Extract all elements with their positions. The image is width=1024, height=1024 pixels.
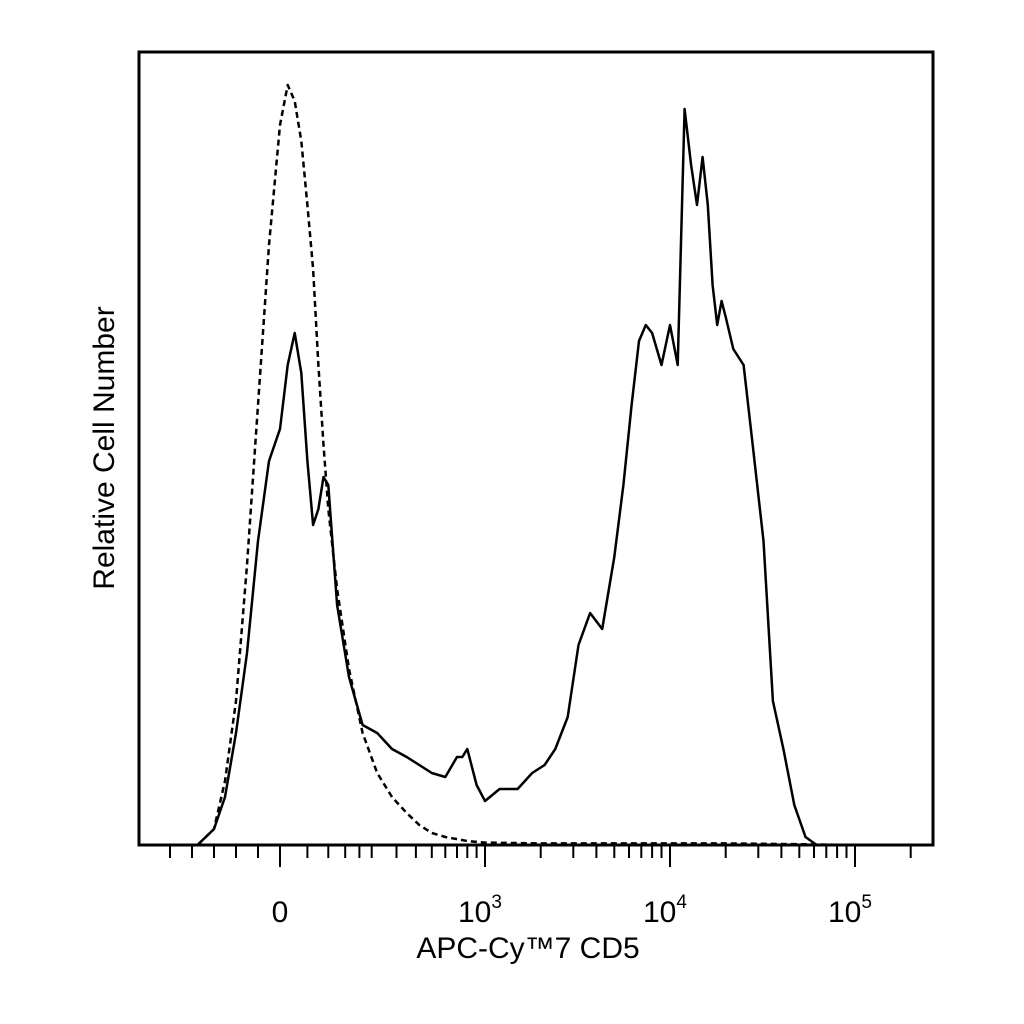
x-axis-ticks [169,845,912,867]
x-tick-label: 0 [272,896,289,929]
x-tick-label: 104 [643,892,687,929]
x-axis-label: APC-Cy™7 CD5 [416,932,639,965]
x-tick-label: 105 [828,892,872,929]
y-axis-label: Relative Cell Number [88,306,121,589]
x-tick-labels: 0 103 104 105 [272,892,872,929]
x-tick-label: 103 [458,892,502,929]
plot-frame [137,50,935,847]
series-line-dashed [196,83,911,847]
series-layer [196,83,911,847]
series-line-solid [196,107,911,847]
